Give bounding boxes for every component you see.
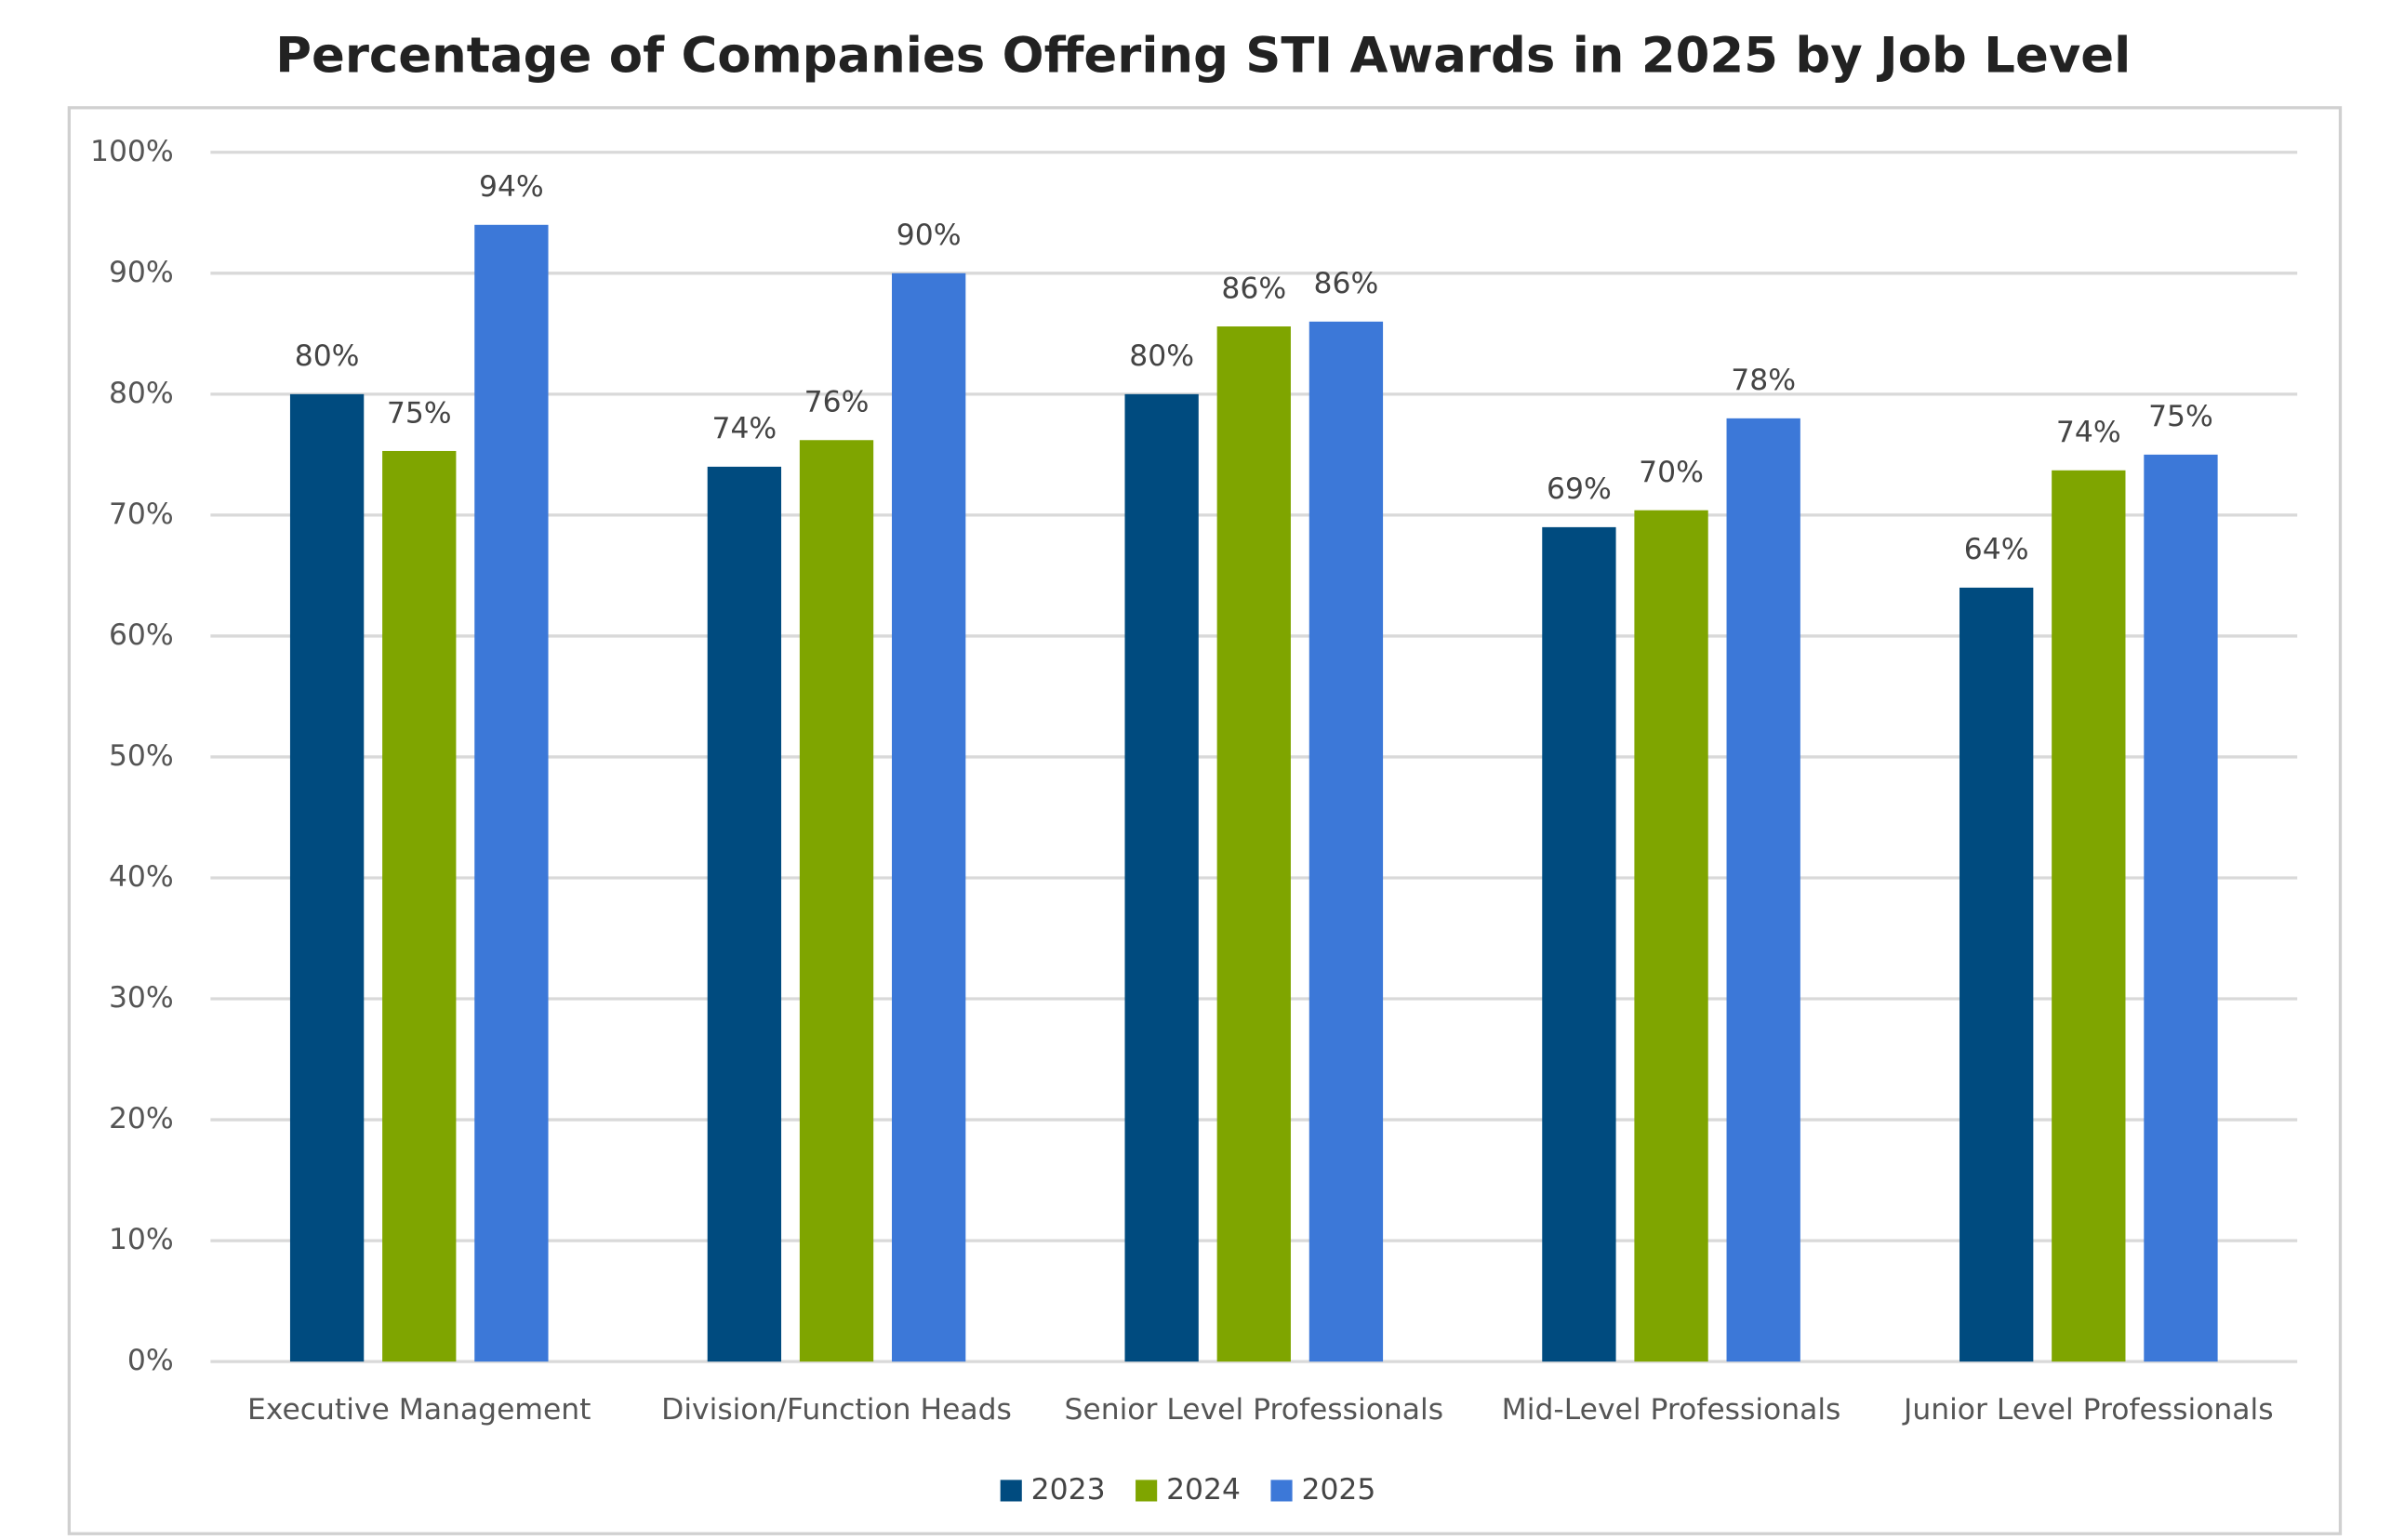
x-tick-label: Senior Level Professionals	[1064, 1393, 1443, 1427]
data-label: 80%	[295, 339, 360, 373]
y-tick-label: 40%	[109, 860, 174, 894]
data-label: 69%	[1547, 472, 1612, 506]
data-label: 74%	[2056, 416, 2121, 449]
y-tick-label: 60%	[109, 618, 174, 652]
legend-swatch	[1270, 1480, 1293, 1502]
chart-frame	[67, 106, 2343, 1535]
bar	[289, 393, 365, 1362]
x-tick-label: Junior Level Professionals	[1902, 1393, 2274, 1427]
legend-label: 2024	[1166, 1473, 1241, 1507]
y-tick-label: 10%	[109, 1223, 174, 1256]
x-tick-label: Division/Function Heads	[661, 1393, 1012, 1427]
y-tick-label: 80%	[109, 377, 174, 410]
x-tick-label: Executive Management	[247, 1393, 591, 1427]
data-label: 78%	[1731, 364, 1796, 397]
bar	[1216, 326, 1291, 1362]
bar	[1124, 393, 1199, 1362]
data-label: 75%	[2148, 400, 2213, 433]
bar	[892, 272, 966, 1362]
bar	[1726, 418, 1800, 1362]
bar	[2052, 470, 2126, 1362]
x-tick-label: Mid-Level Professionals	[1502, 1393, 1841, 1427]
data-label: 70%	[1639, 456, 1704, 489]
bar	[2144, 454, 2218, 1362]
data-label: 80%	[1129, 339, 1194, 373]
data-label: 86%	[1314, 267, 1379, 300]
y-tick-label: 50%	[109, 739, 174, 773]
bar	[707, 466, 782, 1362]
bar	[1542, 526, 1616, 1362]
chart-title: Percentage of Companies Offering STI Awa…	[275, 28, 2131, 85]
y-tick-label: 0%	[127, 1344, 174, 1377]
data-label: 86%	[1221, 272, 1286, 305]
data-label: 75%	[387, 396, 452, 430]
bar	[799, 440, 874, 1362]
legend-swatch	[1136, 1480, 1158, 1502]
y-tick-label: 70%	[109, 498, 174, 531]
legend-label: 2025	[1302, 1473, 1376, 1507]
data-label: 90%	[897, 219, 962, 252]
data-label: 94%	[479, 170, 544, 204]
y-tick-label: 30%	[109, 981, 174, 1015]
bar	[474, 224, 549, 1362]
legend-swatch	[1000, 1480, 1022, 1502]
data-label: 76%	[804, 386, 870, 419]
legend-label: 2023	[1031, 1473, 1106, 1507]
y-tick-label: 20%	[109, 1102, 174, 1135]
y-tick-label: 90%	[109, 256, 174, 289]
bar	[382, 450, 457, 1362]
y-tick-label: 100%	[90, 135, 174, 168]
data-label: 74%	[712, 412, 777, 445]
bar	[1308, 321, 1384, 1362]
data-label: 64%	[1964, 533, 2029, 566]
bar	[1634, 510, 1708, 1362]
bar	[1959, 587, 2034, 1362]
